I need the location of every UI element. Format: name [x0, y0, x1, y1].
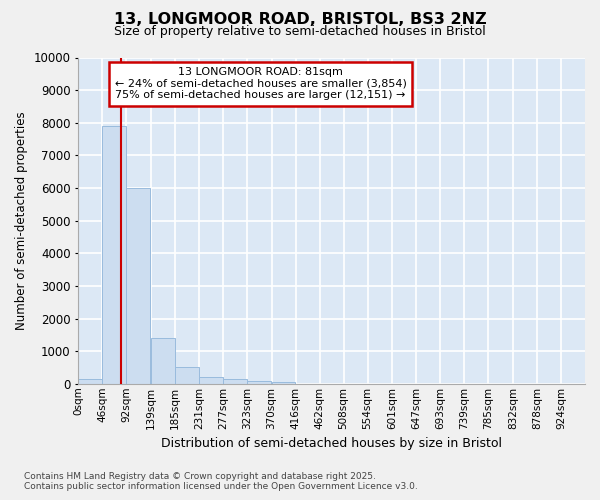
X-axis label: Distribution of semi-detached houses by size in Bristol: Distribution of semi-detached houses by … — [161, 437, 502, 450]
Bar — [199, 377, 223, 384]
Text: Size of property relative to semi-detached houses in Bristol: Size of property relative to semi-detach… — [114, 25, 486, 38]
Bar — [103, 126, 126, 384]
Text: Contains HM Land Registry data © Crown copyright and database right 2025.
Contai: Contains HM Land Registry data © Crown c… — [24, 472, 418, 491]
Bar — [223, 379, 247, 384]
Text: 13, LONGMOOR ROAD, BRISTOL, BS3 2NZ: 13, LONGMOOR ROAD, BRISTOL, BS3 2NZ — [113, 12, 487, 28]
Bar — [127, 188, 150, 384]
Bar — [247, 380, 271, 384]
Bar — [79, 379, 102, 384]
Bar — [272, 382, 295, 384]
Bar — [175, 368, 199, 384]
Text: 13 LONGMOOR ROAD: 81sqm  
← 24% of semi-detached houses are smaller (3,854)
75% : 13 LONGMOOR ROAD: 81sqm ← 24% of semi-de… — [115, 68, 407, 100]
Y-axis label: Number of semi-detached properties: Number of semi-detached properties — [15, 112, 28, 330]
Bar — [151, 338, 175, 384]
